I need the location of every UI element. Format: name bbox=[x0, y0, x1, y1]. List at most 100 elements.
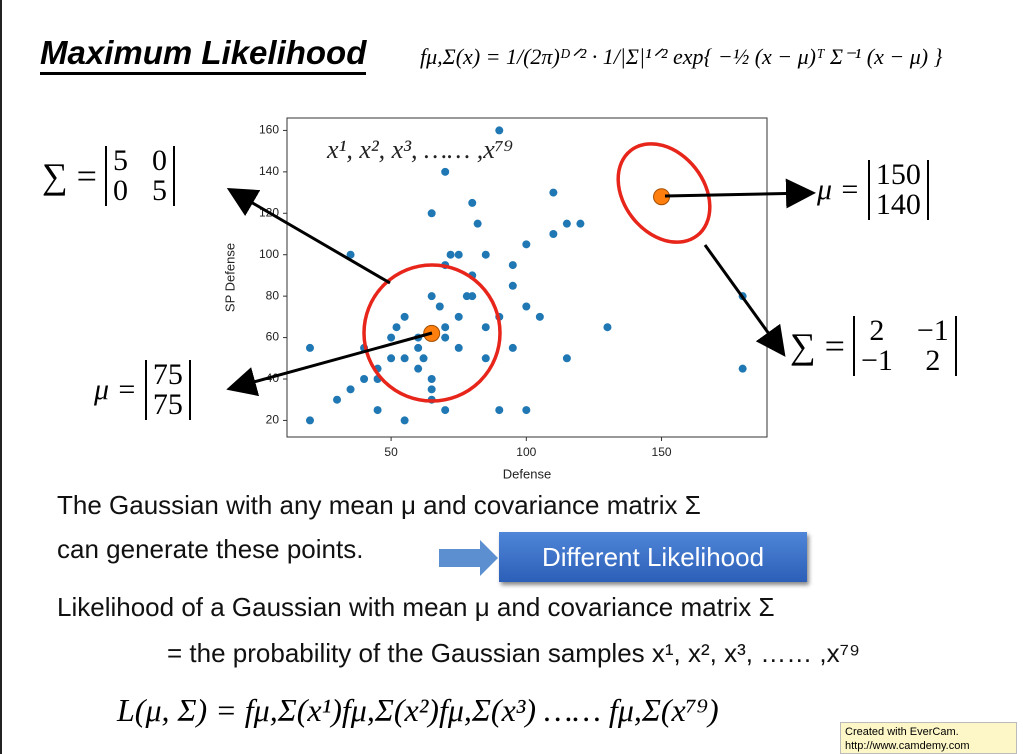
point bbox=[522, 406, 531, 415]
point bbox=[508, 343, 517, 352]
point bbox=[481, 323, 490, 332]
point bbox=[562, 354, 571, 363]
point bbox=[400, 354, 409, 363]
text-line: The Gaussian with any mean μ and covaria… bbox=[57, 490, 701, 520]
entry: 75 bbox=[152, 388, 183, 421]
point bbox=[441, 406, 450, 415]
point bbox=[549, 230, 558, 238]
entry: 2 bbox=[925, 344, 941, 377]
arrow bbox=[664, 178, 816, 209]
point bbox=[435, 302, 444, 311]
point bbox=[454, 343, 463, 352]
matrix-label: μ = bbox=[817, 173, 860, 206]
matrix-body: 2 −1 −1 2 bbox=[852, 314, 957, 377]
point bbox=[427, 292, 436, 301]
point bbox=[522, 240, 531, 249]
x-axis-label: Defense bbox=[503, 466, 551, 481]
ellipse bbox=[362, 263, 502, 403]
entry: 150 bbox=[875, 158, 921, 191]
arrow-shape bbox=[439, 540, 498, 576]
point bbox=[414, 343, 423, 352]
point bbox=[562, 219, 571, 228]
likelihood-formula: L(μ, Σ) = fμ,Σ(x¹)fμ,Σ(x²)fμ,Σ(x³) …… fμ… bbox=[117, 692, 719, 728]
matrix-label: ∑ = bbox=[42, 156, 97, 196]
point bbox=[441, 323, 450, 332]
matrix-body: 150 140 bbox=[867, 158, 929, 221]
text-line: Likelihood of a Gaussian with mean μ and… bbox=[57, 592, 775, 622]
button: Different Likelihood bbox=[499, 532, 807, 582]
entry: 2 bbox=[869, 314, 885, 347]
matrix-label: ∑ = bbox=[790, 326, 845, 366]
point bbox=[305, 343, 314, 352]
point bbox=[387, 354, 396, 363]
point bbox=[549, 188, 558, 197]
y-tick-label: 80 bbox=[266, 288, 280, 302]
ellipse bbox=[616, 142, 712, 244]
y-tick-label: 20 bbox=[266, 413, 280, 427]
matrix-label: μ = bbox=[94, 373, 137, 406]
text-line: can generate these points. bbox=[57, 534, 364, 564]
point bbox=[535, 312, 544, 321]
point bbox=[481, 354, 490, 363]
watermark-text: Created with EverCam. bbox=[845, 726, 959, 738]
watermark-text: http://www.camdemy.com bbox=[845, 740, 970, 752]
chart-annotation: x¹, x², x³, …… ,x⁷⁹ bbox=[326, 135, 513, 164]
point bbox=[603, 323, 612, 332]
point bbox=[468, 292, 477, 301]
point bbox=[468, 198, 477, 207]
point bbox=[481, 250, 490, 259]
point bbox=[508, 281, 517, 290]
entry: −1 bbox=[860, 344, 893, 377]
point bbox=[441, 167, 450, 176]
point bbox=[392, 323, 401, 332]
point bbox=[508, 261, 517, 270]
point bbox=[446, 250, 455, 259]
matrix: ∑ = 2 −1 −1 2 bbox=[790, 316, 957, 376]
entry: 0 bbox=[151, 144, 167, 177]
point bbox=[305, 416, 314, 425]
point bbox=[473, 219, 482, 228]
point bbox=[441, 333, 450, 342]
entry: 0 bbox=[112, 174, 128, 207]
formula: fμ,Σ(x) = 1/(2π)ᴰᐟ² · 1/|Σ|¹ᐟ² exp{ −½ (… bbox=[420, 44, 943, 69]
point bbox=[414, 364, 423, 373]
point bbox=[400, 312, 409, 321]
point bbox=[454, 312, 463, 321]
point bbox=[387, 333, 396, 342]
y-tick-label: 60 bbox=[266, 330, 280, 344]
point bbox=[576, 219, 585, 228]
entry: 5 bbox=[112, 144, 128, 177]
arrow bbox=[703, 244, 786, 357]
point bbox=[346, 385, 355, 394]
matrix: μ = 75 75 bbox=[94, 360, 191, 420]
watermark: Created with EverCam. http://www.camdemy… bbox=[840, 722, 1017, 754]
entry: 140 bbox=[875, 188, 921, 221]
point bbox=[427, 375, 436, 383]
entry: 75 bbox=[152, 358, 183, 391]
entry: −1 bbox=[916, 314, 949, 347]
point bbox=[419, 354, 428, 363]
x-tick-label: 100 bbox=[516, 445, 536, 459]
y-axis-label: SP Defense bbox=[222, 243, 237, 312]
entry: 5 bbox=[151, 174, 167, 207]
arrow bbox=[226, 187, 391, 285]
x-tick-label: 50 bbox=[384, 445, 398, 459]
point bbox=[427, 385, 436, 394]
point bbox=[495, 126, 504, 135]
point bbox=[495, 406, 504, 415]
point bbox=[400, 416, 409, 425]
y-tick-label: 140 bbox=[259, 164, 279, 178]
point bbox=[360, 375, 369, 383]
point bbox=[346, 250, 355, 259]
point bbox=[427, 209, 436, 218]
point bbox=[454, 250, 463, 259]
point bbox=[333, 395, 342, 404]
point bbox=[738, 364, 747, 373]
arrow bbox=[226, 331, 433, 397]
plot-frame bbox=[286, 117, 768, 438]
y-tick-label: 100 bbox=[259, 247, 279, 261]
point bbox=[522, 302, 531, 311]
